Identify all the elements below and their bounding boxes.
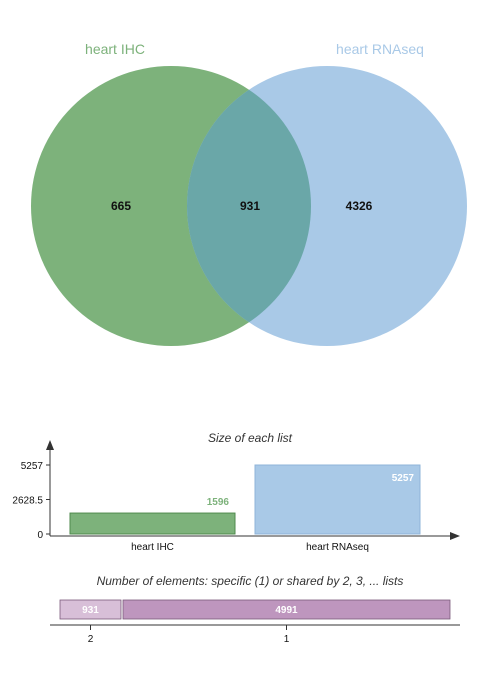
bar-value-label: 1596 xyxy=(207,497,230,508)
list-size-chart-title: Size of each list xyxy=(208,431,293,445)
bar xyxy=(69,512,236,535)
shared-axis-tick-label: 1 xyxy=(284,634,290,645)
stacked-segment-value-label: 4991 xyxy=(275,605,298,616)
venn-region-value-shared: 931 xyxy=(240,199,260,213)
venn-overlap-region xyxy=(187,66,311,346)
venn-diagram: heart IHC heart RNAseq 665 931 4326 xyxy=(31,41,467,346)
bars: 1596 heart IHC 5257 heart RNAseq xyxy=(69,464,421,553)
venn-region-value-heart-ihc-only: 665 xyxy=(111,199,131,213)
list-size-chart: Size of each list 5257 2628.5 0 1596 heart … xyxy=(12,431,460,553)
y-tick-label: 2628.5 xyxy=(12,496,43,507)
y-tick-label: 0 xyxy=(37,530,43,541)
stacked-segments: 931 2 4991 1 xyxy=(59,599,451,645)
shared-axis-tick-label: 2 xyxy=(88,634,94,645)
bar-value-label: 5257 xyxy=(392,473,415,484)
venn-region-value-heart-rnaseq-only: 4326 xyxy=(346,199,373,213)
x-tick-label: heart IHC xyxy=(131,542,174,553)
venn-set-label-heart-rnaseq: heart RNAseq xyxy=(336,41,424,57)
stacked-segment xyxy=(122,599,451,620)
x-tick-label: heart RNAseq xyxy=(306,542,369,553)
stacked-segment xyxy=(59,599,122,620)
y-tick-label: 5257 xyxy=(21,461,44,472)
shared-elements-chart-title: Number of elements: specific (1) or shar… xyxy=(97,574,404,588)
bar xyxy=(254,464,421,535)
y-ticks: 5257 2628.5 0 xyxy=(12,461,50,541)
stacked-segment-value-label: 931 xyxy=(82,605,99,616)
shared-elements-chart: Number of elements: specific (1) or shar… xyxy=(50,574,460,645)
venn-set-label-heart-ihc: heart IHC xyxy=(85,41,145,57)
